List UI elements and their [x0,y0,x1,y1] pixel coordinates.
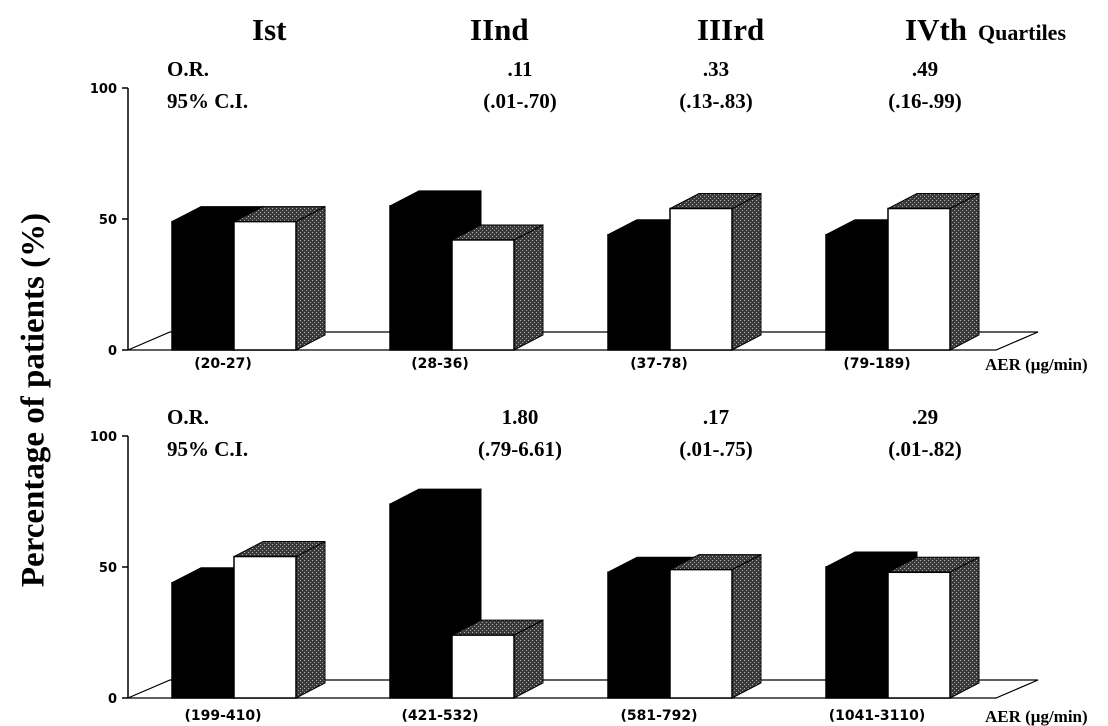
ci-row-label: 95% C.I. [167,437,248,461]
ci-value: (.01-.70) [483,89,556,113]
bar-black [171,205,264,351]
bar-white-side [731,192,762,351]
bar-black-front [825,566,889,699]
y-tick-label: 0 [108,344,117,359]
quartile-header-1: Ist [252,12,287,47]
ci-value: (.01-.75) [679,437,752,461]
y-tick-label: 0 [108,692,117,707]
x-unit-label: AER (μg/min) [985,707,1088,726]
bar-white [669,553,762,699]
bar-black-front [607,233,671,351]
or-value: .11 [507,57,532,81]
category-label: (199-410) [184,708,261,724]
quartile-header-2: IInd [470,12,529,47]
or-value: 1.80 [502,405,539,429]
category-label: (1041-3110) [829,708,926,724]
or-row-label: O.R. [167,57,209,81]
y-tick-label: 50 [99,561,117,576]
chart-panels: 0 50 100 O.R. 95% C.I. .11 .33 .49 (.01-.70) (.13… [90,57,1088,726]
y-tick-label: 100 [90,82,117,97]
or-value: .33 [703,57,729,81]
or-row-label: O.R. [167,405,209,429]
bar-white [887,556,980,699]
chart-panel-1: 0 50 100 O.R. 95% C.I. .11 .33 .49 (.01-.70) (.13… [90,57,1088,374]
y-tick-label: 100 [90,430,117,445]
bar-white-front [887,207,951,351]
bar-black-front [389,205,453,351]
quartile-header-4-suffix: Quartiles [978,20,1066,45]
ci-value: (.01-.82) [888,437,961,461]
bar-white-side [513,224,544,351]
bar-black [389,488,482,699]
bar-white-front [887,571,951,699]
category-label: (28-36) [411,356,469,372]
x-unit-label: AER (μg/min) [985,355,1088,374]
bar-white [451,619,544,699]
bar-white [887,192,980,351]
quartile-header-4: IVth Quartiles [905,12,1066,47]
bar-black-front [825,233,889,351]
ci-value: (.79-6.61) [478,437,562,461]
category-label: (37-78) [630,356,688,372]
bar-white-front [451,239,515,351]
ci-value: (.13-.83) [679,89,752,113]
bar-white-front [669,207,733,351]
bar-white [451,224,544,351]
y-tick-label: 50 [99,213,117,228]
bar-black-front [171,220,235,351]
ci-value: (.16-.99) [888,89,961,113]
category-label: (421-532) [401,708,478,724]
category-label: (79-189) [843,356,910,372]
bar-black-front [389,503,453,699]
bar-white-front [669,568,733,699]
bar-white-side [295,540,326,699]
bar-black-front [171,581,235,699]
or-value: .29 [912,405,938,429]
bar-white [233,540,326,699]
bar-white-side [949,192,980,351]
category-label: (581-792) [620,708,697,724]
bar-white-front [233,555,297,699]
category-label: (20-27) [194,356,252,372]
quartile-header-4-label: IVth [905,12,967,47]
bar-white [233,205,326,351]
ci-row-label: 95% C.I. [167,89,248,113]
or-value: .17 [703,405,729,429]
bar-white-front [451,634,515,699]
bar-white-front [233,220,297,351]
quartile-header-3: IIIrd [697,12,764,47]
bar-white [669,192,762,351]
bar-white-side [731,553,762,699]
or-value: .49 [912,57,938,81]
bar-black-front [607,571,671,699]
chart-panel-2: 0 50 100 O.R. 95% C.I. 1.80 .17 .29 (.79-6.61) (.… [90,405,1088,726]
bar-white-side [295,205,326,351]
bar-white-side [949,556,980,699]
